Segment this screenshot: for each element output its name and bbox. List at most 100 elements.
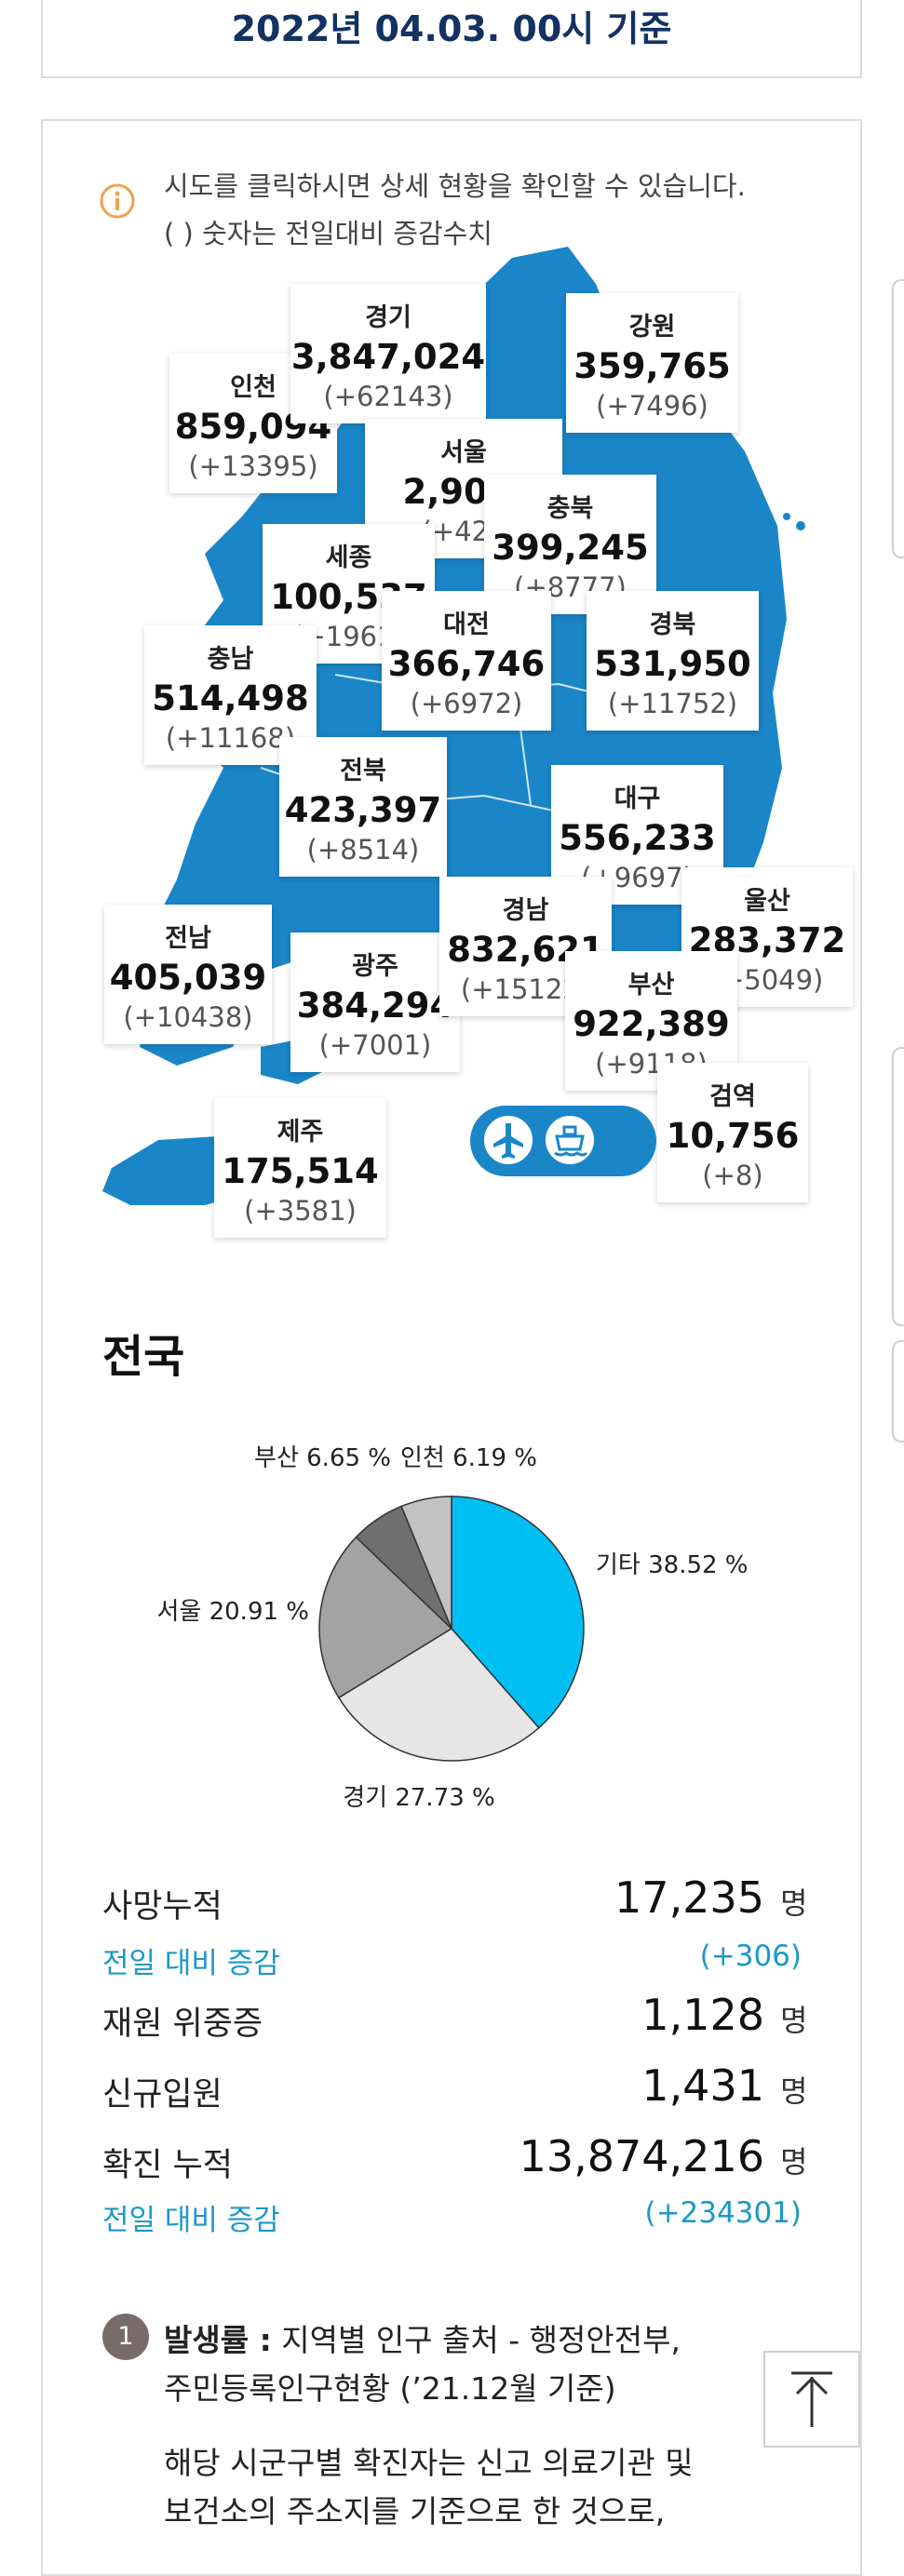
deaths-value: 17,235 bbox=[614, 1872, 764, 1923]
note-line-2: 주민등록인구현황 (’21.12월 기준) bbox=[164, 2370, 616, 2407]
region-card[interactable]: 경기 3,847,024 (+62143) bbox=[290, 284, 486, 423]
region-name: 충남 bbox=[207, 645, 254, 674]
region-change: (+7496) bbox=[596, 390, 708, 422]
region-name: 부산 bbox=[627, 971, 675, 1000]
region-change: (+11752) bbox=[607, 688, 738, 719]
transport-toggle[interactable] bbox=[470, 1106, 656, 1176]
region-change: (+10438) bbox=[123, 1001, 253, 1033]
total-label: 확진 누적 bbox=[102, 2147, 233, 2184]
region-card[interactable]: 충남 514,498 (+11168) bbox=[144, 625, 317, 765]
info-text: 시도를 클릭하시면 상세 현황을 확인할 수 있습니다. bbox=[164, 170, 746, 202]
region-name: 강원 bbox=[628, 313, 676, 342]
region-change: (+3581) bbox=[244, 1195, 357, 1227]
region-name: 경북 bbox=[649, 610, 696, 639]
region-change: (+13395) bbox=[188, 450, 318, 482]
date-card: 2022년 04.03. 00시 기준 bbox=[41, 0, 862, 78]
note-line-3: 해당 시군구별 확진자는 신고 의료기관 및 bbox=[164, 2445, 694, 2481]
region-card[interactable]: 전북 423,397 (+8514) bbox=[279, 737, 447, 877]
region-card[interactable]: 경북 531,950 (+11752) bbox=[587, 591, 759, 731]
region-name: 충북 bbox=[546, 494, 594, 523]
scroll-top-button[interactable] bbox=[763, 2351, 860, 2448]
pie-label-서울: 서울 20.91 % bbox=[156, 1598, 309, 1626]
critical-unit: 명 bbox=[780, 2003, 808, 2038]
region-name: 대구 bbox=[614, 785, 661, 813]
region-change: (+8514) bbox=[306, 834, 420, 865]
deaths-change-label: 전일 대비 증감 bbox=[102, 1947, 280, 1980]
region-value: 423,397 bbox=[284, 790, 442, 830]
pie-slice-인천 bbox=[400, 1496, 452, 1630]
region-card[interactable]: 제주 175,514 (+3581) bbox=[214, 1098, 386, 1238]
region-card[interactable]: 전남 405,039 (+10438) bbox=[104, 905, 272, 1044]
pie-label-인천: 인천 6.19 % bbox=[400, 1444, 537, 1472]
info-subtext: ( ) 숫자는 전일대비 증감수치 bbox=[164, 218, 492, 249]
pie-slice-서울 bbox=[318, 1536, 453, 1699]
region-change: (+8) bbox=[702, 1160, 763, 1191]
airplane-icon[interactable] bbox=[481, 1113, 535, 1167]
region-change: (+6972) bbox=[410, 688, 523, 719]
total-change: (+234301) bbox=[644, 2196, 802, 2230]
deaths-unit: 명 bbox=[780, 1885, 808, 1921]
region-card[interactable]: 강원 359,765 (+7496) bbox=[566, 293, 738, 433]
region-value: 922,389 bbox=[573, 1004, 730, 1044]
pie-label-경기: 경기 27.73 % bbox=[343, 1784, 495, 1812]
region-value: 366,746 bbox=[387, 644, 546, 684]
region-name: 제주 bbox=[277, 1118, 324, 1147]
total-value: 13,874,216 bbox=[519, 2131, 764, 2181]
note-line-1-rest: 지역별 인구 출처 - 행정안전부, bbox=[271, 2322, 681, 2358]
critical-value: 1,128 bbox=[641, 1990, 764, 2040]
region-value: 3,847,024 bbox=[290, 337, 486, 377]
region-name: 대전 bbox=[443, 610, 490, 639]
region-card[interactable]: 부산 922,389 (+9118) bbox=[565, 951, 737, 1091]
note-title: 발생률 : bbox=[164, 2322, 272, 2358]
region-value: 384,294 bbox=[296, 986, 454, 1026]
pie-label-기타: 기타 38.52 % bbox=[596, 1551, 749, 1579]
region-name: 경기 bbox=[365, 303, 412, 332]
arrow-up-icon bbox=[791, 2371, 832, 2427]
region-name: 울산 bbox=[744, 887, 790, 916]
region-name: 광주 bbox=[352, 952, 398, 981]
total-unit: 명 bbox=[780, 2144, 808, 2180]
region-name: 인천 bbox=[230, 373, 277, 402]
side-tab-2[interactable] bbox=[892, 1047, 904, 1326]
region-change: (+62143) bbox=[323, 381, 453, 412]
region-name: 전북 bbox=[340, 757, 386, 785]
pie-label-부산: 부산 6.65 % bbox=[254, 1444, 391, 1472]
side-tab-1[interactable] bbox=[892, 279, 904, 558]
region-card[interactable]: 검역 10,756 (+8) bbox=[657, 1063, 808, 1202]
region-value: 359,765 bbox=[573, 346, 731, 386]
region-card[interactable]: 대전 366,746 (+6972) bbox=[382, 591, 551, 731]
pie-slice-경기 bbox=[337, 1628, 540, 1762]
admit-value: 1,431 bbox=[641, 2060, 764, 2111]
pie-slice-기타 bbox=[451, 1496, 585, 1729]
info-icon bbox=[100, 183, 135, 219]
note-number: 1 bbox=[102, 2314, 149, 2360]
region-value: 399,245 bbox=[492, 528, 649, 568]
region-card[interactable]: 광주 384,294 (+7001) bbox=[290, 932, 460, 1072]
region-value: 405,039 bbox=[109, 958, 267, 998]
region-name: 경남 bbox=[502, 896, 549, 925]
admit-label: 신규입원 bbox=[102, 2076, 223, 2113]
region-value: 10,756 bbox=[666, 1116, 800, 1156]
region-value: 556,233 bbox=[559, 818, 716, 858]
region-change: (+11168) bbox=[165, 722, 296, 754]
region-value: 514,498 bbox=[152, 678, 309, 718]
critical-label: 재원 위중증 bbox=[102, 2006, 263, 2043]
region-change: (+7001) bbox=[318, 1029, 432, 1061]
note-line-1: 발생률 : 지역별 인구 출처 - 행정안전부, bbox=[164, 2315, 681, 2360]
pie-chart: 기타 38.52 % 경기 27.73 % 서울 20.91 % 부산 6.65 % 인… bbox=[156, 1444, 749, 1812]
deaths-label: 사망누적 bbox=[102, 1888, 223, 1925]
region-name: 서울 bbox=[440, 438, 487, 467]
total-change-label: 전일 대비 증감 bbox=[102, 2204, 280, 2237]
region-value: 531,950 bbox=[594, 644, 751, 684]
region-name: 세종 bbox=[325, 543, 372, 572]
ship-icon[interactable] bbox=[543, 1113, 597, 1167]
region-name: 검역 bbox=[709, 1082, 756, 1111]
section-title: 전국 bbox=[102, 1331, 185, 1383]
region-value: 175,514 bbox=[222, 1151, 379, 1191]
note-line-4: 보건소의 주소지를 기준으로 한 것으로, bbox=[164, 2493, 666, 2529]
date-label: 2022년 04.03. 00시 기준 bbox=[231, 8, 672, 49]
region-name: 전남 bbox=[165, 924, 211, 953]
admit-unit: 명 bbox=[780, 2073, 808, 2109]
side-tab-3[interactable] bbox=[892, 1340, 904, 1442]
deaths-change: (+306) bbox=[699, 1939, 802, 1973]
